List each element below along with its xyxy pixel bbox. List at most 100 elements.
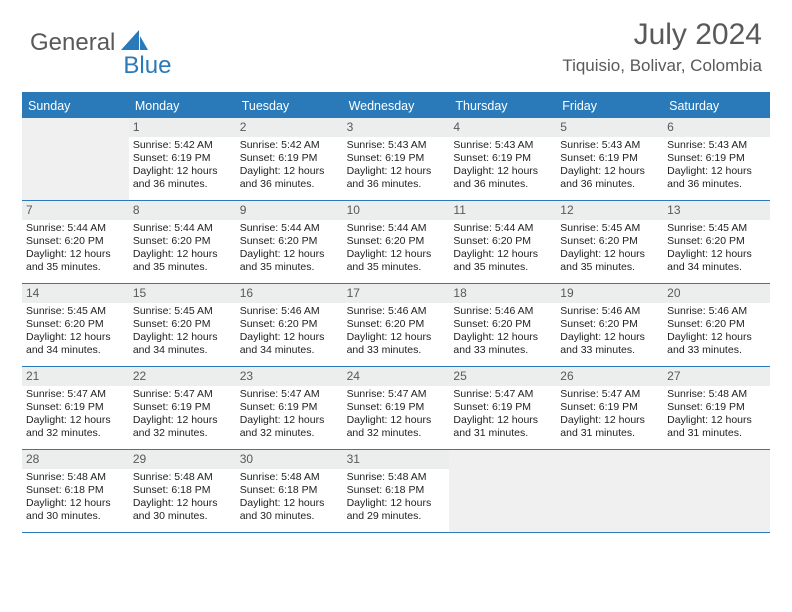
sunrise-line: Sunrise: 5:44 AM: [347, 222, 446, 235]
sunset-line: Sunset: 6:19 PM: [240, 152, 339, 165]
daylight-line: Daylight: 12 hours and 33 minutes.: [560, 331, 659, 357]
week-row: 1Sunrise: 5:42 AMSunset: 6:19 PMDaylight…: [22, 118, 770, 201]
daylight-line: Daylight: 12 hours and 36 minutes.: [560, 165, 659, 191]
sunset-line: Sunset: 6:19 PM: [133, 401, 232, 414]
daylight-line: Daylight: 12 hours and 35 minutes.: [453, 248, 552, 274]
sunrise-line: Sunrise: 5:43 AM: [560, 139, 659, 152]
sunrise-line: Sunrise: 5:46 AM: [240, 305, 339, 318]
day-cell: 21Sunrise: 5:47 AMSunset: 6:19 PMDayligh…: [22, 367, 129, 449]
day-cell: 14Sunrise: 5:45 AMSunset: 6:20 PMDayligh…: [22, 284, 129, 366]
sunset-line: Sunset: 6:19 PM: [133, 152, 232, 165]
day-cell: 27Sunrise: 5:48 AMSunset: 6:19 PMDayligh…: [663, 367, 770, 449]
sunset-line: Sunset: 6:20 PM: [133, 318, 232, 331]
date-number: 11: [449, 201, 556, 220]
calendar-body: 1Sunrise: 5:42 AMSunset: 6:19 PMDaylight…: [22, 118, 770, 533]
day-cell: 4Sunrise: 5:43 AMSunset: 6:19 PMDaylight…: [449, 118, 556, 200]
sunset-line: Sunset: 6:20 PM: [453, 318, 552, 331]
daylight-line: Daylight: 12 hours and 36 minutes.: [347, 165, 446, 191]
day-cell: 26Sunrise: 5:47 AMSunset: 6:19 PMDayligh…: [556, 367, 663, 449]
date-number: 14: [22, 284, 129, 303]
sunset-line: Sunset: 6:19 PM: [26, 401, 125, 414]
date-number: 28: [22, 450, 129, 469]
day-cell: 10Sunrise: 5:44 AMSunset: 6:20 PMDayligh…: [343, 201, 450, 283]
daylight-line: Daylight: 12 hours and 30 minutes.: [240, 497, 339, 523]
day-cell: 17Sunrise: 5:46 AMSunset: 6:20 PMDayligh…: [343, 284, 450, 366]
sunset-line: Sunset: 6:18 PM: [347, 484, 446, 497]
sunset-line: Sunset: 6:19 PM: [560, 152, 659, 165]
date-number: 25: [449, 367, 556, 386]
week-row: 14Sunrise: 5:45 AMSunset: 6:20 PMDayligh…: [22, 284, 770, 367]
daylight-line: Daylight: 12 hours and 36 minutes.: [133, 165, 232, 191]
day-cell: 9Sunrise: 5:44 AMSunset: 6:20 PMDaylight…: [236, 201, 343, 283]
daylight-line: Daylight: 12 hours and 33 minutes.: [667, 331, 766, 357]
week-row: 28Sunrise: 5:48 AMSunset: 6:18 PMDayligh…: [22, 450, 770, 533]
date-number: 5: [556, 118, 663, 137]
date-number: 18: [449, 284, 556, 303]
sunrise-line: Sunrise: 5:45 AM: [560, 222, 659, 235]
day-cell: 29Sunrise: 5:48 AMSunset: 6:18 PMDayligh…: [129, 450, 236, 532]
sunset-line: Sunset: 6:20 PM: [667, 318, 766, 331]
daylight-line: Daylight: 12 hours and 30 minutes.: [133, 497, 232, 523]
sunrise-line: Sunrise: 5:47 AM: [560, 388, 659, 401]
sunset-line: Sunset: 6:20 PM: [26, 318, 125, 331]
daylight-line: Daylight: 12 hours and 32 minutes.: [133, 414, 232, 440]
day-cell: 28Sunrise: 5:48 AMSunset: 6:18 PMDayligh…: [22, 450, 129, 532]
sunrise-line: Sunrise: 5:47 AM: [26, 388, 125, 401]
day-cell: 2Sunrise: 5:42 AMSunset: 6:19 PMDaylight…: [236, 118, 343, 200]
sunset-line: Sunset: 6:19 PM: [667, 152, 766, 165]
sunrise-line: Sunrise: 5:46 AM: [453, 305, 552, 318]
date-number: 16: [236, 284, 343, 303]
daylight-line: Daylight: 12 hours and 29 minutes.: [347, 497, 446, 523]
date-number: 26: [556, 367, 663, 386]
daylight-line: Daylight: 12 hours and 31 minutes.: [667, 414, 766, 440]
sunrise-line: Sunrise: 5:48 AM: [133, 471, 232, 484]
empty-cell: [22, 118, 129, 200]
sunrise-line: Sunrise: 5:43 AM: [347, 139, 446, 152]
day-cell: 12Sunrise: 5:45 AMSunset: 6:20 PMDayligh…: [556, 201, 663, 283]
date-number: 12: [556, 201, 663, 220]
sunrise-line: Sunrise: 5:43 AM: [453, 139, 552, 152]
sunrise-line: Sunrise: 5:47 AM: [453, 388, 552, 401]
date-number: 9: [236, 201, 343, 220]
day-header: Monday: [129, 94, 236, 118]
sunrise-line: Sunrise: 5:44 AM: [453, 222, 552, 235]
sunset-line: Sunset: 6:20 PM: [560, 318, 659, 331]
sunset-line: Sunset: 6:19 PM: [667, 401, 766, 414]
sunset-line: Sunset: 6:19 PM: [347, 152, 446, 165]
empty-cell: [449, 450, 556, 532]
sunrise-line: Sunrise: 5:45 AM: [667, 222, 766, 235]
day-cell: 6Sunrise: 5:43 AMSunset: 6:19 PMDaylight…: [663, 118, 770, 200]
sunrise-line: Sunrise: 5:47 AM: [133, 388, 232, 401]
logo: General Blue: [30, 18, 173, 68]
day-cell: 18 Sunrise: 5:46 AMSunset: 6:20 PMDayligh…: [449, 284, 556, 366]
sunrise-line: Sunrise: 5:47 AM: [347, 388, 446, 401]
logo-text-general: General: [30, 29, 115, 57]
sunrise-line: Sunrise: 5:48 AM: [667, 388, 766, 401]
daylight-line: Daylight: 12 hours and 33 minutes.: [453, 331, 552, 357]
sunrise-line: Sunrise: 5:43 AM: [667, 139, 766, 152]
empty-cell: [556, 450, 663, 532]
sunset-line: Sunset: 6:20 PM: [667, 235, 766, 248]
daylight-line: Daylight: 12 hours and 34 minutes.: [667, 248, 766, 274]
date-number: 2: [236, 118, 343, 137]
daylight-line: Daylight: 12 hours and 30 minutes.: [26, 497, 125, 523]
date-number: 21: [22, 367, 129, 386]
day-cell: 22Sunrise: 5:47 AMSunset: 6:19 PMDayligh…: [129, 367, 236, 449]
sunset-line: Sunset: 6:20 PM: [240, 235, 339, 248]
daylight-line: Daylight: 12 hours and 34 minutes.: [133, 331, 232, 357]
daylight-line: Daylight: 12 hours and 34 minutes.: [240, 331, 339, 357]
sunrise-line: Sunrise: 5:45 AM: [26, 305, 125, 318]
day-header: Sunday: [22, 94, 129, 118]
sunrise-line: Sunrise: 5:42 AM: [133, 139, 232, 152]
sunset-line: Sunset: 6:18 PM: [133, 484, 232, 497]
day-cell: 31Sunrise: 5:48 AMSunset: 6:18 PMDayligh…: [343, 450, 450, 532]
logo-text-blue: Blue: [123, 52, 171, 80]
sunrise-line: Sunrise: 5:46 AM: [347, 305, 446, 318]
sunrise-line: Sunrise: 5:48 AM: [240, 471, 339, 484]
day-cell: 24Sunrise: 5:47 AMSunset: 6:19 PMDayligh…: [343, 367, 450, 449]
sunset-line: Sunset: 6:20 PM: [453, 235, 552, 248]
date-number: 6: [663, 118, 770, 137]
date-number: 31: [343, 450, 450, 469]
sunset-line: Sunset: 6:20 PM: [26, 235, 125, 248]
sunrise-line: Sunrise: 5:44 AM: [26, 222, 125, 235]
